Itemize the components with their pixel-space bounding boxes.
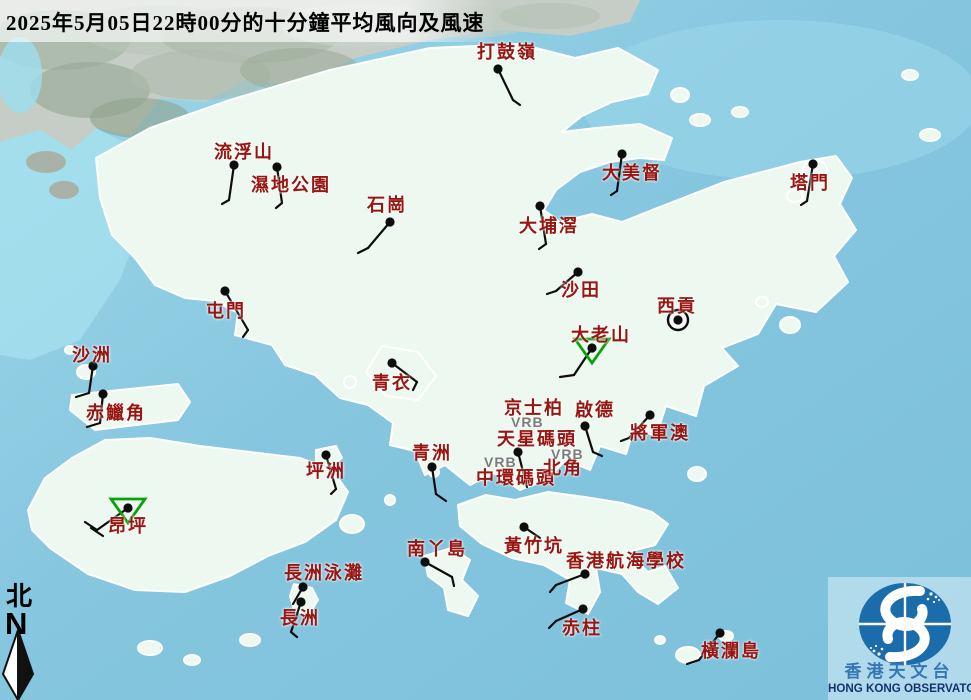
wind-barb-shaft-lau-fau-shan — [227, 163, 236, 202]
wind-barb-tick-chek-lap-kok-0 — [85, 421, 102, 429]
wind-barb-shaft-shek-kong — [366, 220, 392, 250]
wind-barb-tick-ngong-ping-0 — [83, 520, 99, 532]
hko-name-chinese: 香港天文台 — [844, 662, 955, 681]
station-dot-wong-chuk-hang — [519, 522, 529, 532]
logo-s-curve — [880, 585, 930, 663]
wind-barb-tick-lau-fau-shan-0 — [220, 198, 231, 206]
north-arrow — [1, 629, 35, 700]
wind-barb-shaft-tai-po-kau — [538, 204, 548, 246]
station-dot-wetland-park — [272, 162, 282, 172]
station-dot-cheung-chau — [296, 597, 306, 607]
station-dot-chek-lap-kok — [98, 389, 108, 399]
station-dot-star-ferry — [513, 447, 523, 457]
wind-barb-tick-ta-kwu-ling-0 — [511, 98, 522, 107]
wind-barb-shaft-tates-cairn — [572, 346, 594, 377]
wind-barb-shaft-star-ferry — [516, 450, 529, 489]
wind-barb-shaft-tap-mun — [805, 162, 815, 203]
wind-barb-shaft-tsing-yi — [390, 361, 419, 384]
station-triangle-marker-ngong-ping — [108, 497, 148, 526]
wind-barb-tick-lamma-island-0 — [450, 575, 456, 588]
station-dot-tai-po-kau — [535, 201, 545, 211]
hko-name-english: HONG KONG OBSERVATORY — [828, 682, 971, 695]
station-dot-peng-chau — [321, 450, 331, 460]
wind-barb-tick-tseung-kwan-o-0 — [619, 436, 631, 443]
wind-barb-shaft-wetland-park — [275, 165, 284, 205]
map-title: 2025年5月05日22時00分的十分鐘平均風向及風速 — [0, 0, 495, 42]
station-dot-tseung-kwan-o — [645, 410, 655, 420]
station-dot-tuen-mun — [220, 286, 230, 296]
station-dot-green-island — [427, 462, 437, 472]
wind-barb-shaft-cheung-chau — [289, 600, 303, 634]
lantau-island-land — [27, 437, 349, 593]
wind-barb-tick-kai-tak-0 — [591, 450, 604, 458]
wind-barb-tick-peng-chau-0 — [329, 487, 338, 496]
compass: 北 N — [2, 584, 48, 700]
hong-kong-island-land — [457, 491, 679, 615]
wind-barb-tick-shek-kong-0 — [356, 246, 370, 255]
station-dot-tap-mun — [808, 159, 818, 169]
wind-barb-shaft-tseung-kwan-o — [627, 413, 652, 440]
wind-barb-shaft-peng-chau — [324, 453, 338, 491]
wind-barb-shaft-sea-school — [554, 572, 587, 587]
station-dot-cheung-chau-beach — [298, 582, 308, 592]
wind-barb-shaft-waglan-island — [697, 631, 722, 662]
station-marker-layer — [74, 64, 818, 666]
compass-north-letter: N — [5, 606, 28, 641]
station-dot-ngong-ping — [123, 503, 133, 513]
station-dot-sai-kung — [673, 315, 683, 325]
wind-barb-shaft-tuen-mun — [223, 289, 250, 332]
station-dot-sha-tin — [573, 267, 583, 277]
station-dot-lamma-island — [420, 557, 430, 567]
hko-logo-emblem — [859, 583, 951, 665]
mirs-bay-shallow-water — [580, 20, 971, 180]
wind-barb-tick-tuen-mun-0 — [241, 328, 250, 339]
wind-barb-tick-tai-mei-tuk-0 — [609, 189, 619, 197]
tsing-yi-island-land — [365, 345, 437, 401]
wind-barb-tick-sea-school-0 — [548, 583, 558, 594]
wind-barb-tick-wetland-park-0 — [274, 201, 284, 210]
wind-barb-tick-tap-mun-0 — [799, 199, 809, 207]
station-dot-shek-kong — [385, 217, 395, 227]
station-triangle-marker-tates-cairn — [572, 337, 612, 366]
wind-barb-tick-ngong-ping-1 — [89, 526, 105, 538]
station-dot-kai-tak — [580, 421, 590, 431]
wind-barb-tick-tates-cairn-0 — [558, 373, 576, 379]
wind-barb-tick-cheung-chau-0 — [289, 630, 299, 639]
wind-barb-shaft-ta-kwu-ling — [496, 67, 515, 102]
station-dot-tates-cairn — [587, 343, 597, 353]
station-dot-stanley — [578, 604, 588, 614]
station-dot-tai-mei-tuk — [617, 149, 627, 159]
wind-barb-tick-stanley-0 — [547, 619, 558, 630]
wind-barb-shaft-tai-mei-tuk — [615, 152, 624, 193]
wind-barb-shaft-stanley — [554, 607, 585, 623]
wind-barb-tick-tsing-yi-0 — [411, 380, 419, 392]
wind-barb-tick-tai-po-kau-0 — [537, 242, 548, 251]
wind-barb-tick-green-island-0 — [434, 492, 448, 503]
station-dot-ta-kwu-ling — [493, 64, 503, 74]
hko-logo: 香港天文台 HONG KONG OBSERVATORY — [828, 577, 971, 700]
wind-barb-shaft-chek-lap-kok — [98, 392, 105, 425]
new-territories-land — [95, 43, 857, 491]
station-dot-tsing-yi — [387, 358, 397, 368]
station-dot-waglan-island — [715, 628, 725, 638]
station-dot-sha-chau — [88, 361, 98, 371]
wind-barb-tick-waglan-island-0 — [685, 658, 701, 666]
wind-barb-tick-sha-chau-0 — [74, 391, 91, 399]
wind-barb-shaft-ngong-ping — [95, 506, 130, 532]
station-dot-lau-fau-shan — [229, 160, 239, 170]
wind-barb-shaft-sha-tin — [554, 270, 580, 293]
station-dot-sea-school — [580, 569, 590, 579]
lamma-island-land — [423, 547, 479, 617]
wind-barb-tick-sha-tin-0 — [545, 289, 558, 296]
compass-north-cjk: 北 — [6, 582, 33, 611]
wind-barb-shaft-lamma-island — [423, 560, 454, 579]
